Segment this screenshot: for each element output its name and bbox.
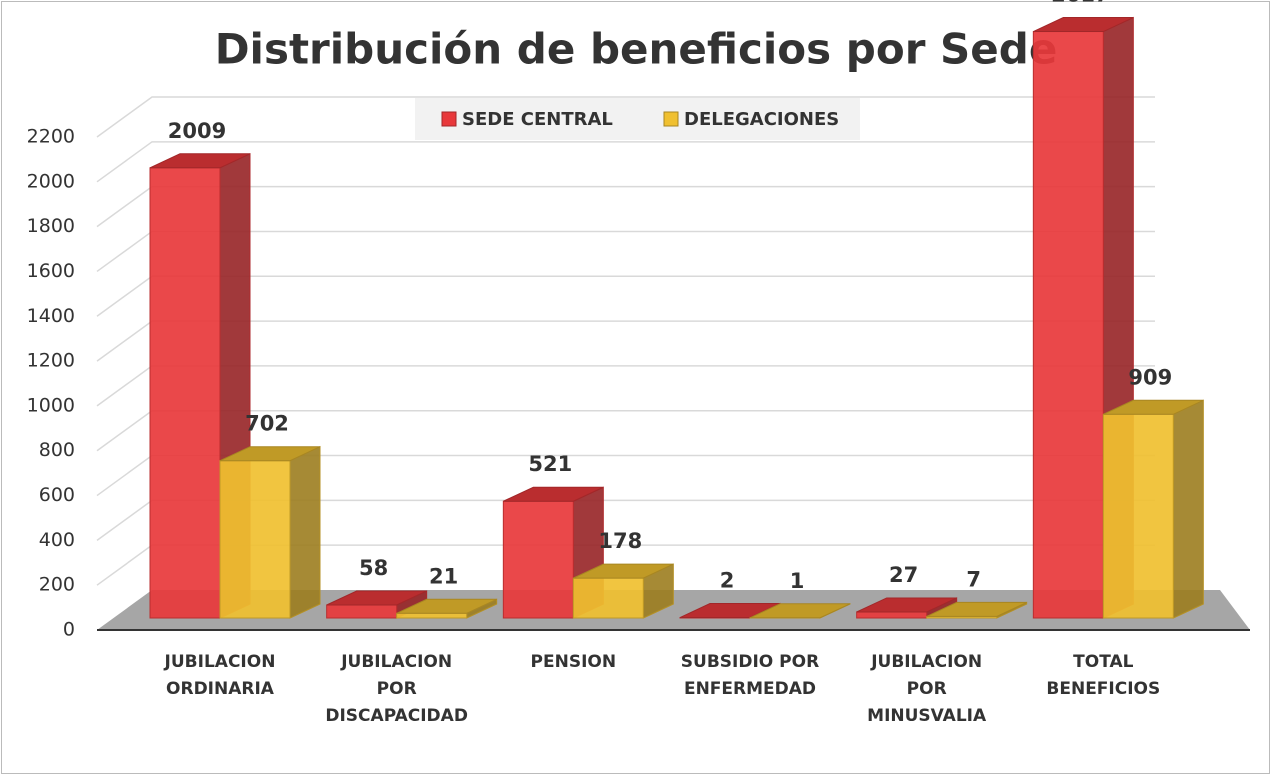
bar: [573, 564, 673, 618]
y-tick-label: 2000: [27, 170, 75, 192]
y-tick-label: 800: [39, 439, 75, 461]
data-label: 2617: [1051, 0, 1109, 7]
bar-front: [150, 168, 220, 618]
y-tick-label: 1000: [27, 394, 75, 416]
legend-label: SEDE CENTRAL: [462, 109, 613, 130]
bar: [1103, 400, 1203, 618]
bar-front: [220, 461, 290, 618]
data-label: 521: [528, 452, 572, 476]
x-tick-label: JUBILACION: [164, 652, 276, 672]
legend-swatch: [442, 112, 456, 126]
data-label: 2: [720, 569, 735, 593]
x-tick-label: DISCAPACIDAD: [325, 706, 468, 726]
bar-front: [1033, 32, 1103, 618]
x-tick-label: POR: [907, 679, 947, 699]
y-tick-label: 400: [39, 529, 75, 551]
data-label: 58: [359, 556, 388, 580]
data-label: 21: [429, 564, 458, 588]
y-tick-label: 1400: [27, 305, 75, 327]
y-tick-label: 1800: [27, 215, 75, 237]
y-tick-label: 1600: [27, 260, 75, 282]
bar-front: [1103, 414, 1173, 618]
data-label: 702: [245, 412, 289, 436]
bar-side: [290, 447, 320, 618]
y-tick-label: 600: [39, 484, 75, 506]
chart-title: Distribución de beneficios por Sede: [215, 25, 1058, 74]
data-label: 909: [1128, 365, 1172, 389]
bar-front: [857, 612, 927, 618]
bar-front: [573, 578, 643, 618]
bar-front: [327, 605, 397, 618]
bar: [220, 447, 320, 618]
legend-swatch: [664, 112, 678, 126]
data-label: 178: [598, 529, 642, 553]
legend-label: DELEGACIONES: [684, 109, 839, 130]
data-label: 7: [966, 567, 981, 591]
x-tick-label: POR: [377, 679, 417, 699]
data-label: 27: [889, 563, 918, 587]
x-tick-label: MINUSVALIA: [867, 706, 987, 726]
data-label: 1: [790, 569, 805, 593]
x-tick-label: BENEFICIOS: [1046, 679, 1160, 699]
bar-front: [397, 613, 467, 618]
x-tick-label: ORDINARIA: [166, 679, 275, 699]
x-tick-label: ENFERMEDAD: [684, 679, 816, 699]
bar-side: [1173, 400, 1203, 618]
y-tick-label: 0: [63, 619, 75, 641]
x-tick-label: PENSION: [531, 652, 617, 672]
x-tick-label: JUBILACION: [340, 652, 452, 672]
y-tick-label: 200: [39, 574, 75, 596]
y-tick-label: 2200: [27, 126, 75, 148]
x-tick-label: JUBILACION: [870, 652, 982, 672]
data-label: 2009: [168, 119, 226, 143]
bar-front: [503, 501, 573, 618]
x-tick-label: TOTAL: [1073, 652, 1133, 672]
x-tick-label: SUBSIDIO POR: [681, 652, 819, 672]
y-tick-label: 1200: [27, 350, 75, 372]
